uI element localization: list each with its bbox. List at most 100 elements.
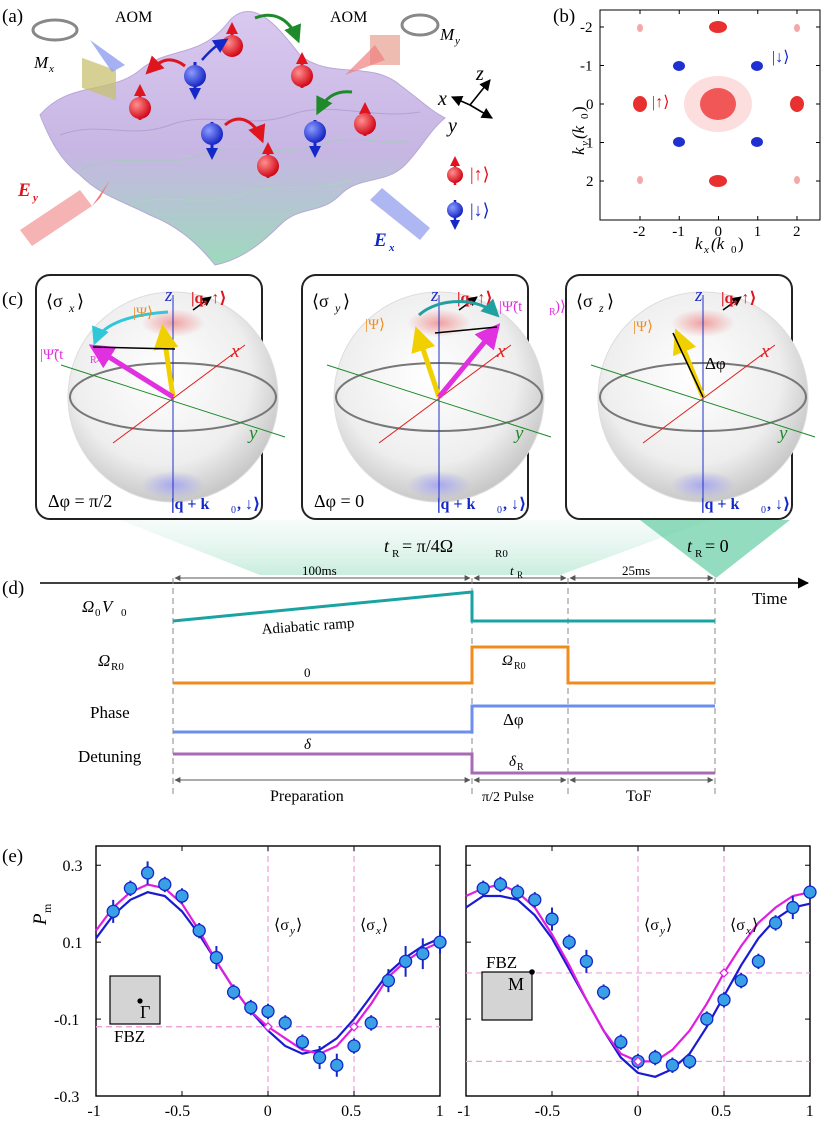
- rotation-arc: [92, 310, 169, 346]
- intersection-marker: [349, 1021, 359, 1032]
- panel-b-ylabel: k y (k 0 ): [569, 106, 591, 155]
- panel-d-label: (d): [2, 578, 24, 599]
- y-tick-label: 0.3: [63, 858, 83, 875]
- data-point: [158, 877, 172, 892]
- panel-e-ylabel: P m: [30, 903, 54, 926]
- data-point: [398, 954, 413, 969]
- omegaR-pulse-sub: R0: [514, 661, 526, 672]
- chart-left: -1-0.500.510.30.1-0.1-0.3⟨σy⟩⟨σx⟩ΓFBZΔφ(…: [54, 845, 447, 1126]
- panel-b-ylabel-sub: y: [579, 141, 591, 147]
- lattice-contour: [79, 138, 411, 171]
- legend-down-label: |↓⟩: [470, 200, 490, 220]
- fbz-label: FBZ: [486, 953, 517, 972]
- data-point: [665, 1058, 680, 1072]
- data-point: [192, 923, 206, 938]
- panel-c-label: (c): [2, 289, 23, 310]
- ex-sub: x: [388, 242, 395, 254]
- bloch-x-axis: [112, 344, 246, 444]
- bloch-z-label: z: [694, 285, 703, 306]
- projection-line: [92, 346, 176, 350]
- data-point: [734, 973, 748, 988]
- data-point: [803, 885, 817, 899]
- bloch-x-axis: [642, 344, 776, 444]
- row-omegaR-label: Ω R0: [98, 651, 124, 673]
- bloch-expect-close: ⟩: [607, 291, 614, 311]
- panel-b-xtick-label: 2: [793, 224, 801, 240]
- row-omegaR-omega: Ω: [98, 651, 110, 670]
- x-tick-label: 0: [264, 1103, 272, 1120]
- bloch-expect: ⟨σ: [46, 291, 63, 311]
- data-point: [106, 904, 120, 919]
- adiabatic-ramp-label: Adiabatic ramp: [261, 616, 355, 638]
- gamma-label: Γ: [140, 1002, 150, 1022]
- bloch-expect: ⟨σ: [576, 291, 593, 311]
- hopping-arrow: [145, 55, 186, 75]
- data-point: [416, 947, 430, 961]
- bloch-bottom-close: , ↓⟩: [503, 496, 526, 513]
- data-point: [123, 881, 138, 895]
- panel-b-ytick-label: 2: [586, 174, 594, 190]
- axis-y-label: y: [446, 115, 457, 137]
- data-point: [295, 1035, 310, 1049]
- bloch-expect-sub: x: [68, 301, 75, 315]
- spin-up-atom: [129, 84, 151, 120]
- sigma-y-sub: y: [289, 925, 295, 937]
- trace-omegaR0: [173, 645, 715, 685]
- peak-up: [790, 96, 804, 112]
- data-point: [381, 973, 396, 988]
- spin-up-atom: [257, 142, 279, 178]
- projection-line: [434, 326, 498, 334]
- row-omegaR-sub: R0: [111, 661, 124, 673]
- psi-tilde-close: )⟩: [96, 347, 107, 363]
- tr-quarter-rest: = π/4Ω: [402, 536, 453, 556]
- x-axis-label: Δφ(π): [242, 1123, 283, 1126]
- duration-25ms: 25ms: [622, 563, 650, 578]
- data-point: [648, 1050, 662, 1065]
- data-point: [545, 912, 559, 926]
- spin-up-atom: [291, 52, 313, 88]
- aom-right: AOM M y: [330, 9, 460, 75]
- row-omega0-sub: 0: [95, 607, 101, 619]
- data-point: [209, 950, 224, 965]
- x-tick-label: 1: [436, 1103, 444, 1120]
- psi-tilde-arrow: [437, 323, 501, 399]
- x-tick-label: -1: [457, 1103, 470, 1120]
- x-tick-label: -1: [87, 1103, 100, 1120]
- tr-quarter-sub: R: [392, 548, 400, 560]
- momentum-peaks: [633, 21, 804, 187]
- peak-up-faint: [637, 176, 643, 184]
- mx-label: M: [33, 53, 49, 72]
- ey-label: E: [17, 180, 31, 201]
- spin-legend: |↑⟩ |↓⟩: [447, 156, 490, 230]
- data-point: [476, 881, 490, 895]
- panel-b-xtick-label: 1: [754, 224, 762, 240]
- axis-z-label: z: [475, 63, 484, 85]
- bloch-y-label: y: [777, 423, 788, 444]
- bloch-expect-sub: y: [334, 301, 341, 315]
- data-point: [786, 900, 800, 915]
- data-point: [768, 916, 783, 930]
- axis-x-label: x: [437, 88, 447, 110]
- panel-b-ytick-label: -1: [580, 59, 593, 75]
- bloch-expect-close: ⟩: [343, 291, 350, 311]
- duration-100ms: 100ms: [302, 563, 337, 578]
- panel-b-xlabel-unit-sub: 0: [731, 244, 737, 256]
- bloch-bottom-state: |q + k: [171, 496, 210, 513]
- projection-beam-left: [120, 520, 710, 575]
- panel-b-xlabel-k: k: [695, 234, 703, 253]
- bloch-y-axis: [60, 364, 286, 438]
- panel-b-down-label: |↓⟩: [772, 49, 789, 66]
- projection-line: [672, 332, 704, 398]
- psi-tilde-close: )⟩: [555, 299, 566, 315]
- bloch-x-label: x: [230, 341, 240, 362]
- phase-tof-label: ToF: [626, 788, 652, 805]
- panel-a-label: (a): [2, 6, 23, 27]
- data-point: [278, 1016, 292, 1030]
- psi-tilde-label: |Ψ̃(t: [499, 299, 523, 315]
- tr-zero-t: t: [687, 536, 693, 556]
- tr-quarter-t: t: [384, 536, 390, 556]
